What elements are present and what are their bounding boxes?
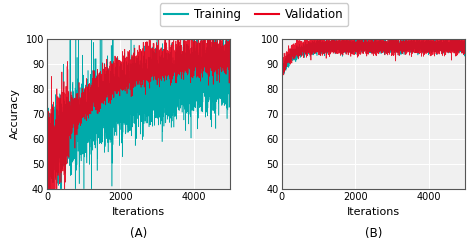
X-axis label: Iterations: Iterations [112,207,165,217]
Text: (B): (B) [365,227,382,240]
Legend: Training, Validation: Training, Validation [160,3,348,26]
Text: (A): (A) [130,227,148,240]
X-axis label: Iterations: Iterations [347,207,400,217]
Y-axis label: Accuracy: Accuracy [10,88,20,139]
